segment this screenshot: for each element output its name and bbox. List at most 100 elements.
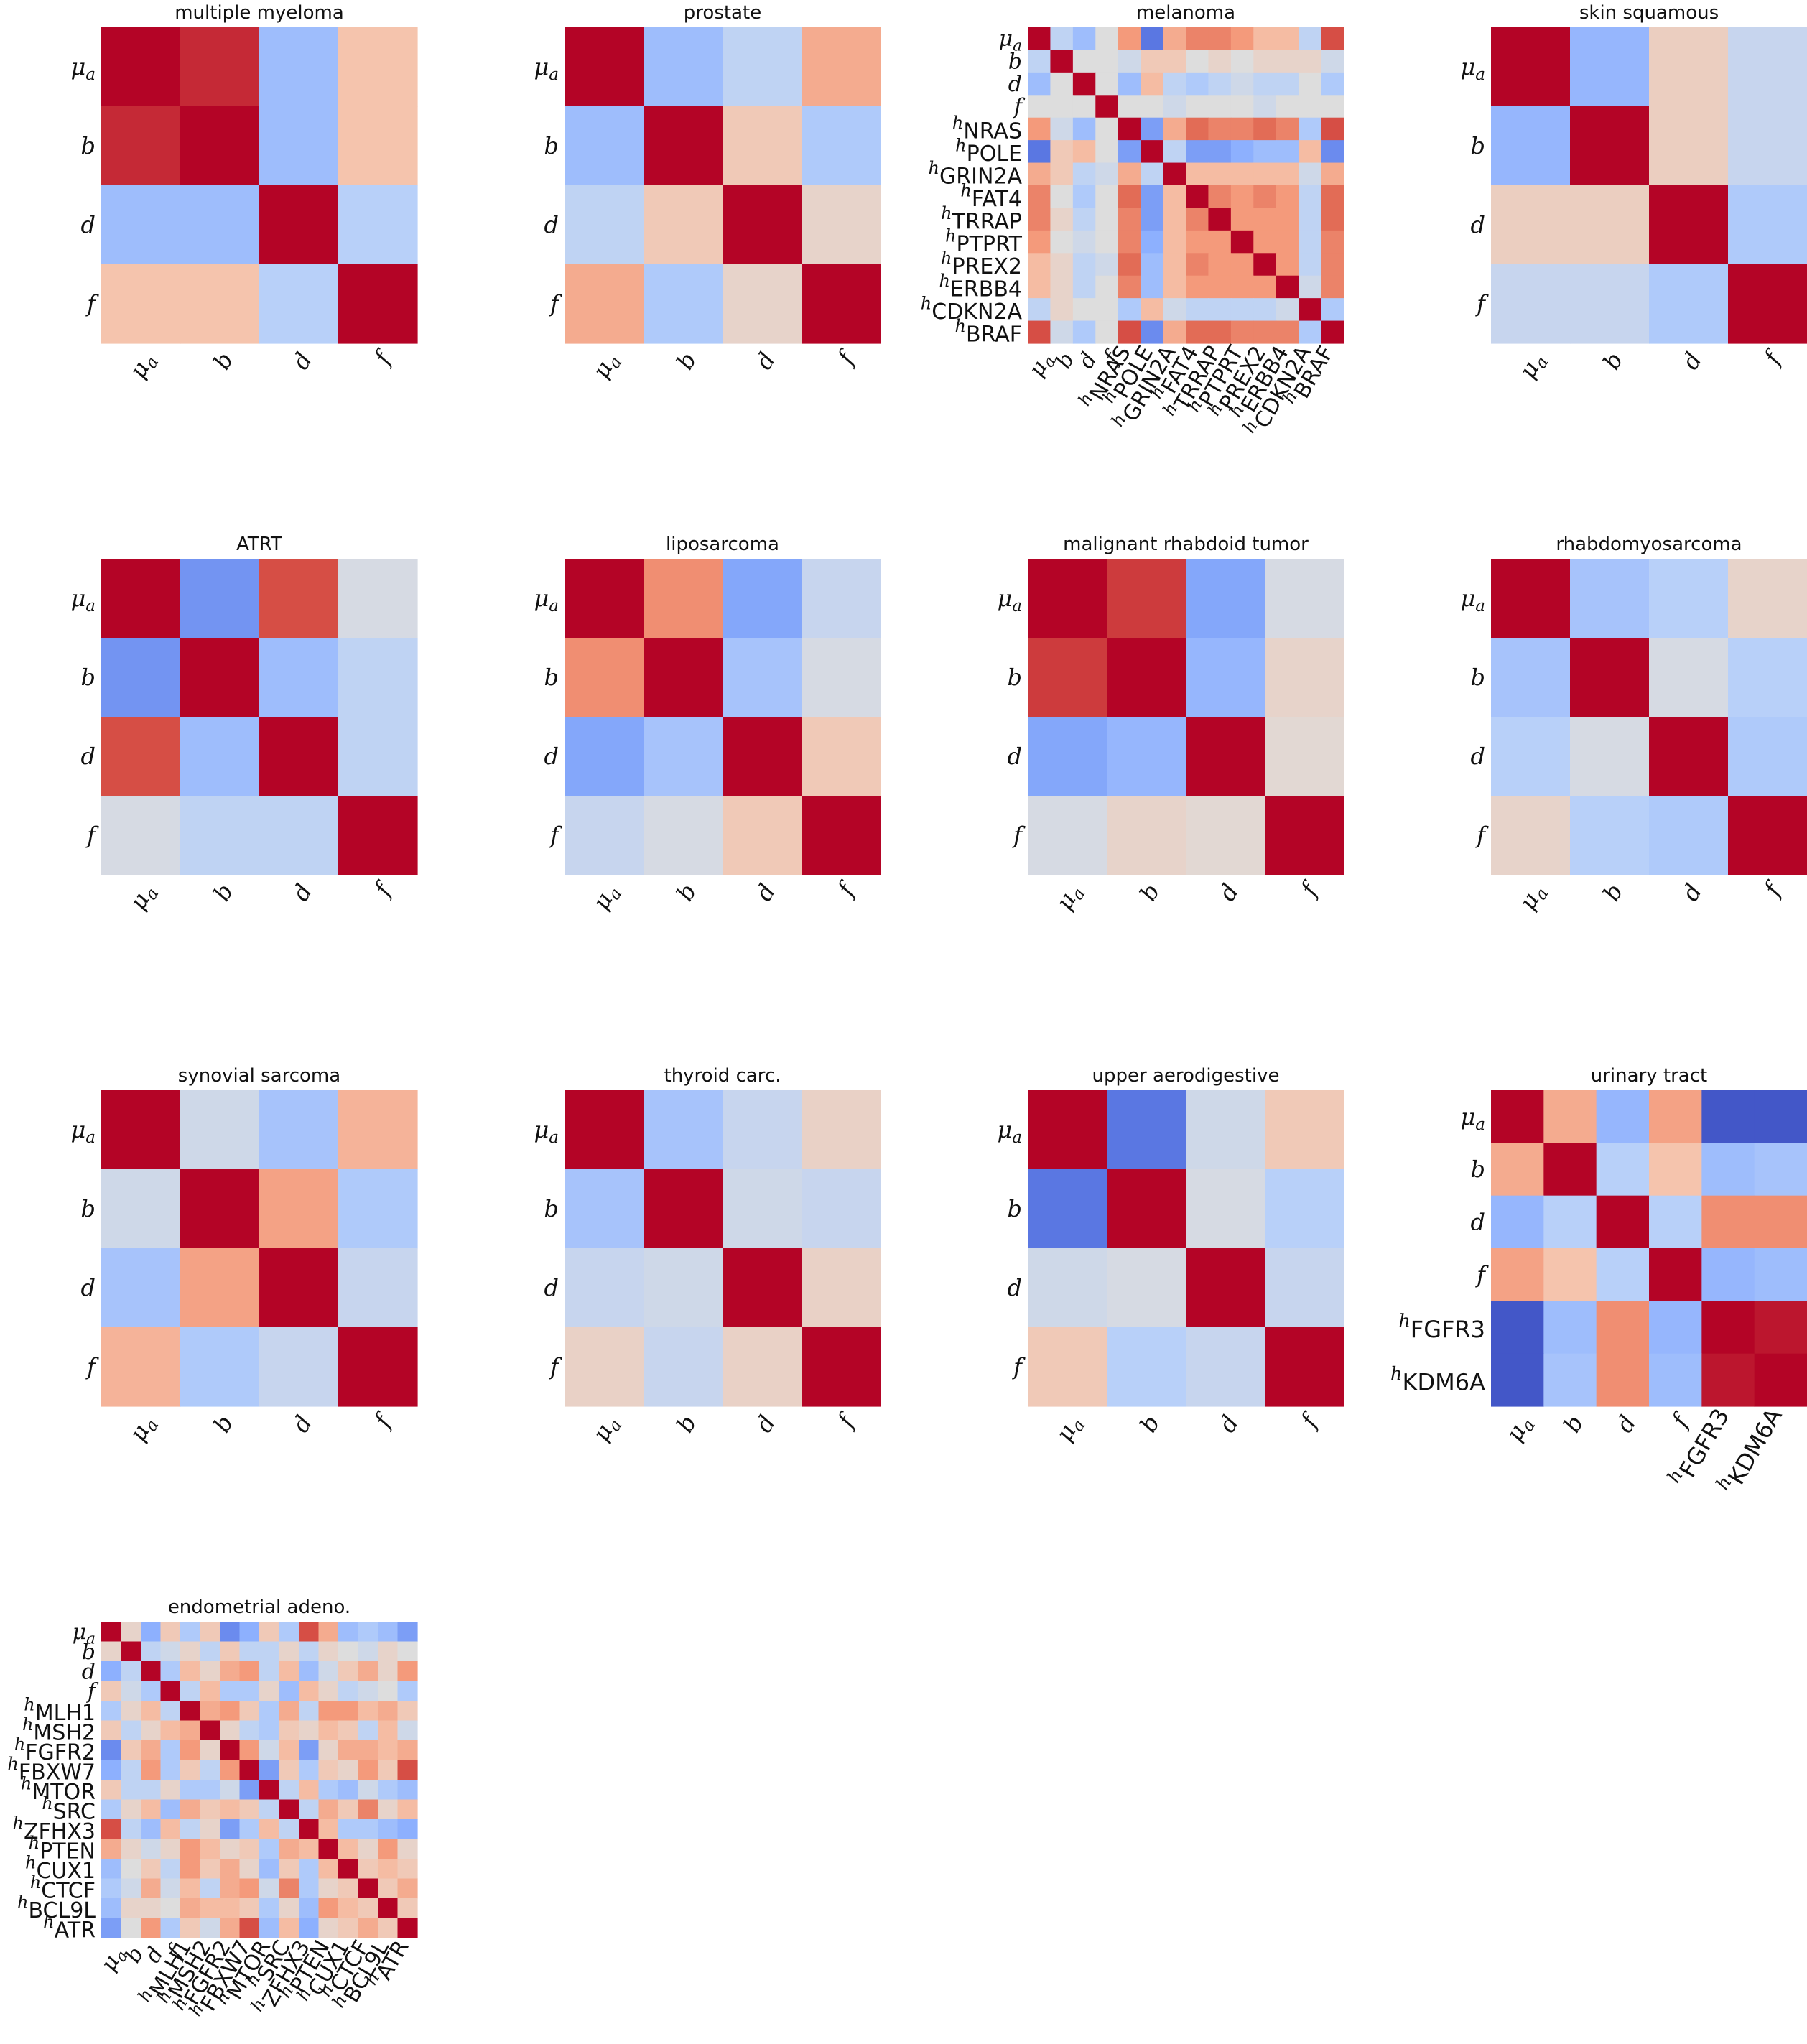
heatmap-cell [1107,717,1186,796]
chart-title: prostate [684,2,761,24]
heatmap-cell [160,1701,181,1722]
heatmap-cell [378,1799,399,1820]
heatmap-cell [1491,185,1571,265]
heatmap-cell [1028,230,1051,254]
heatmap-cell [1253,27,1277,51]
heatmap-cell [1118,95,1141,119]
heatmap-cell [1072,208,1096,231]
heatmap-cell [180,1819,201,1840]
x-tick-label: f [368,876,398,901]
heatmap-cell [101,1918,122,1938]
heatmap-cell [239,1720,260,1741]
heatmap-cell [259,185,339,265]
y-tick-label: μa [73,1620,96,1648]
heatmap-cell [1118,253,1141,277]
heatmap-cell [1321,72,1344,96]
heatmap-cell [644,1248,723,1328]
heatmap-cell [338,559,418,638]
y-tick-label: hMSH2 [22,1714,96,1746]
x-tick-label: d [287,348,317,374]
heatmap-cell [1163,298,1186,322]
heatmap-cell [101,1740,122,1761]
heatmap-cell [259,1169,339,1249]
heatmap-cell [1095,140,1119,164]
heatmap-cell [318,1918,339,1938]
heatmap-cell [299,1819,320,1840]
heatmap-cell [1754,1248,1807,1301]
heatmap-cell [397,1780,418,1801]
heatmap-cell [1050,50,1074,73]
heatmap-cell [1570,559,1650,638]
heatmap-cell [1028,27,1051,51]
heatmap-cell [299,1760,320,1780]
heatmap-cell [318,1701,339,1722]
heatmap-cell [1028,1090,1107,1170]
y-tick-label: hKDM6A [1390,1363,1485,1395]
heatmap-cell [338,1740,359,1761]
heatmap-cell [1321,298,1344,322]
heatmap-cell [279,1641,299,1662]
heatmap-cell [1118,320,1141,344]
y-tick-label: μa [534,585,559,615]
heatmap-synovial-sarcoma: synovial sarcoma μa μa b b d d f f [70,1065,418,1446]
heatmap-cell [1118,275,1141,299]
heatmap-cell [338,1641,359,1662]
heatmap-cell [121,1918,141,1938]
heatmap-cell [1596,1195,1650,1249]
heatmap-cell [1321,208,1344,231]
heatmap-cell [259,1780,280,1801]
y-tick-label: f [1012,822,1026,849]
heatmap-cell [378,1760,399,1780]
heatmap-cell [279,1681,299,1701]
heatmap-cell [101,1898,122,1919]
x-tick-label: d [1213,1411,1244,1437]
heatmap-cell [1028,253,1051,277]
heatmap-cell [1253,230,1277,254]
heatmap-cell [279,1918,299,1938]
heatmap-cell [1028,320,1051,344]
heatmap-cell [101,1878,122,1899]
y-tick-label: hPOLE [955,136,1022,167]
heatmap-cell [1028,117,1051,141]
x-tick-label: f [1294,876,1324,901]
heatmap-cell [338,1878,359,1899]
y-tick-label: hPTEN [29,1833,96,1864]
heatmap-cell [1276,27,1299,51]
heatmap-cell [1276,140,1299,164]
heatmap-cell [1230,95,1254,119]
heatmap-cell [200,1898,220,1919]
heatmap-cell [200,1918,220,1938]
y-tick-label: b [1008,50,1022,75]
heatmap-cell [358,1641,378,1662]
heatmap-cell [239,1819,260,1840]
heatmap-cell [259,27,339,107]
heatmap-cell [397,1701,418,1722]
heatmap-cell [1491,796,1571,875]
heatmap-cell [1050,72,1074,96]
heatmap-cell [318,1839,339,1859]
heatmap-cell [1596,1301,1650,1355]
heatmap-cell [723,1090,802,1170]
heatmap-cell [180,1641,201,1662]
heatmap-cell [723,1327,802,1407]
x-tick-label: f [368,1408,398,1433]
x-tick-label: d [1676,879,1707,906]
x-tick-label: μa [587,348,626,384]
heatmap-cell [180,1622,201,1643]
heatmap-cell [723,717,802,796]
heatmap-cell [1491,1090,1544,1143]
heatmap-cell [723,638,802,717]
heatmap-cell [1491,264,1571,344]
heatmap-cell [220,1898,241,1919]
heatmap-cell [1186,796,1265,875]
heatmap-cell [644,1169,723,1249]
heatmap-cell [1208,298,1232,322]
heatmap-cell [1265,796,1344,875]
heatmap-cell [1754,1301,1807,1355]
y-tick-label: d [1008,1274,1022,1301]
x-tick-label: b [208,1411,238,1437]
heatmap-cell [1299,117,1322,141]
heatmap-cell [397,1622,418,1643]
heatmap-cell [1050,253,1074,277]
heatmap-cell [338,27,418,107]
